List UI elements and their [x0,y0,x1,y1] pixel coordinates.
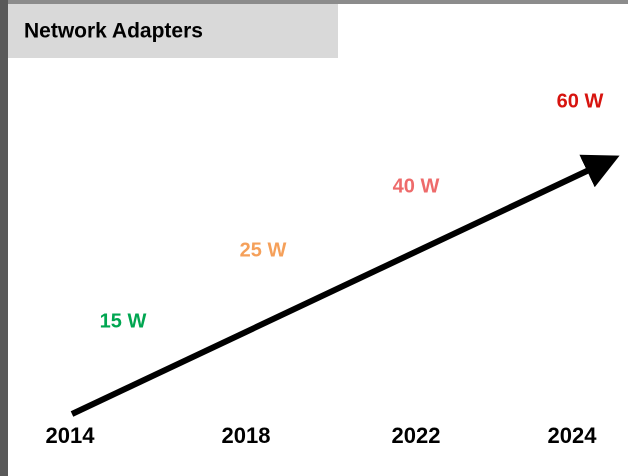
top-border [0,0,628,4]
title-box [8,4,338,58]
power-label: 15 W [100,310,147,332]
year-label: 2024 [548,423,598,448]
milestones: 2014 15 W 2018 25 W 2022 40 W 2024 60 W [46,90,604,448]
left-border [0,0,8,476]
power-label: 40 W [393,175,440,197]
power-label: 25 W [240,239,287,261]
power-label: 60 W [557,90,604,112]
year-label: 2022 [392,423,441,448]
growth-arrow [70,154,620,417]
year-label: 2018 [222,423,271,448]
title: Network Adapters [24,20,203,43]
year-label: 2014 [46,423,96,448]
